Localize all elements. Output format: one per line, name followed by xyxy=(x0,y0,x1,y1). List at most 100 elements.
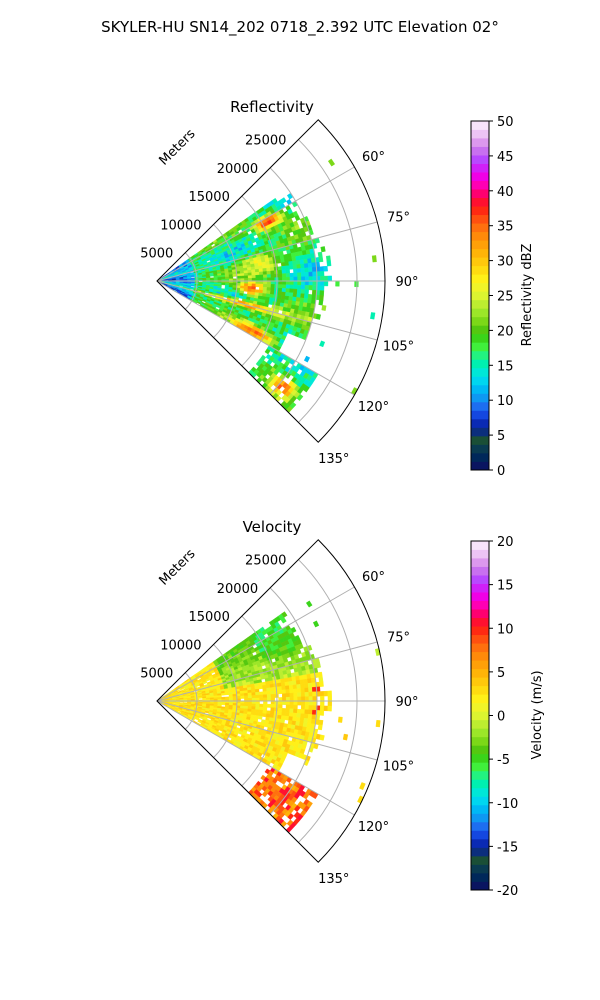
field-cell xyxy=(297,696,302,702)
field-cell xyxy=(251,706,256,710)
field-cell xyxy=(308,687,313,693)
colorbar-swatch xyxy=(471,206,489,216)
field-cell xyxy=(289,276,295,282)
colorbar-swatch xyxy=(471,197,489,207)
colorbar-tick-label: 5 xyxy=(497,429,505,444)
colorbar-tick-label: 50 xyxy=(497,115,514,130)
field-cell xyxy=(301,276,306,282)
field-cell xyxy=(240,703,245,707)
colorbar-swatch xyxy=(471,129,489,139)
field-cell xyxy=(228,276,234,280)
field-cell xyxy=(270,704,276,709)
field-cell xyxy=(304,700,310,706)
field-cell xyxy=(303,263,309,269)
field-cell xyxy=(270,700,275,705)
colorbar-swatch xyxy=(471,418,489,428)
field-cell xyxy=(303,713,309,719)
field-cell xyxy=(301,280,306,286)
field-cell xyxy=(308,267,313,273)
field-cell xyxy=(266,290,271,295)
field-cell xyxy=(238,295,244,299)
field-cell xyxy=(293,708,298,714)
field-cell xyxy=(255,706,260,711)
field-cell xyxy=(296,713,302,719)
field-cell xyxy=(244,283,249,287)
azimuth-gridline xyxy=(156,641,378,702)
colorbar-swatch xyxy=(471,847,489,857)
field-cell xyxy=(247,283,253,287)
field-cell xyxy=(312,620,320,628)
field-cell xyxy=(240,693,245,697)
field-cell xyxy=(278,697,283,702)
field-cell xyxy=(289,704,294,710)
field-cell xyxy=(318,719,324,726)
field-cell xyxy=(312,271,317,277)
field-cell xyxy=(307,293,313,300)
field-cell xyxy=(262,706,268,711)
field-cell xyxy=(297,276,302,282)
colorbar-swatch xyxy=(471,558,489,567)
colorbar-swatch xyxy=(471,566,489,576)
field-cell xyxy=(277,287,283,293)
field-cell xyxy=(317,724,323,731)
field-cell xyxy=(285,288,291,293)
colorbar-swatch xyxy=(471,770,489,780)
colorbar-tick-label: 20 xyxy=(497,535,514,550)
field-cell xyxy=(282,700,287,706)
field-cell xyxy=(293,696,298,702)
field-cell xyxy=(308,696,314,702)
field-cell xyxy=(259,283,264,288)
field-cell xyxy=(270,280,275,285)
field-cell xyxy=(305,600,313,608)
field-cell xyxy=(285,280,291,286)
field-cell xyxy=(285,712,290,717)
field-cell xyxy=(292,292,298,298)
field-cell xyxy=(278,277,283,282)
reflectivity-panel: Reflectivity 5000 10000 15000 20000 25000 60°… xyxy=(140,98,535,479)
field-cell xyxy=(278,704,283,709)
field-cell xyxy=(285,704,291,709)
colorbar-tick-label: 15 xyxy=(497,579,514,594)
field-cell xyxy=(278,284,283,289)
field-cell xyxy=(297,692,302,698)
field-cell xyxy=(310,723,316,729)
field-cell xyxy=(284,715,290,721)
colorbar-tick-label: -10 xyxy=(497,797,518,812)
colorbar-swatch xyxy=(471,435,489,445)
colorbar-swatch xyxy=(471,265,489,275)
field-cell xyxy=(281,291,286,297)
field-cell xyxy=(308,691,313,697)
field-cell xyxy=(296,263,302,269)
field-cell xyxy=(318,676,324,683)
field-cell xyxy=(243,692,249,697)
colorbar-tick-label: 20 xyxy=(497,324,514,339)
sector-outline xyxy=(156,119,386,443)
field-cell xyxy=(240,695,245,699)
field-cell xyxy=(259,703,264,708)
field-cell xyxy=(289,688,294,694)
field-cell xyxy=(289,272,294,278)
field-cell xyxy=(269,267,275,272)
field-cell xyxy=(285,689,291,694)
field-cell xyxy=(319,734,325,741)
range-tick-label: 5000 xyxy=(140,667,173,682)
field-cell xyxy=(288,712,294,718)
field-cell xyxy=(289,700,295,706)
field-cell xyxy=(285,693,291,698)
field-cell xyxy=(257,715,263,720)
colorbar-tick-label: -5 xyxy=(497,753,510,768)
field-cell xyxy=(301,700,306,706)
field-cell xyxy=(209,274,215,277)
field-cell xyxy=(179,701,184,703)
colorbar-swatch xyxy=(471,393,489,403)
field-cell xyxy=(315,313,321,320)
colorbar-swatch xyxy=(471,452,489,462)
velocity-colorbar-label: Velocity (m/s) xyxy=(530,670,545,759)
colorbar-tick-label: 10 xyxy=(497,622,514,637)
field-cell xyxy=(300,713,305,719)
colorbar-tick-label: 0 xyxy=(497,464,505,479)
field-cell xyxy=(281,273,287,278)
field-cell xyxy=(251,703,257,707)
field-cell xyxy=(217,696,222,700)
field-cell xyxy=(277,266,283,271)
